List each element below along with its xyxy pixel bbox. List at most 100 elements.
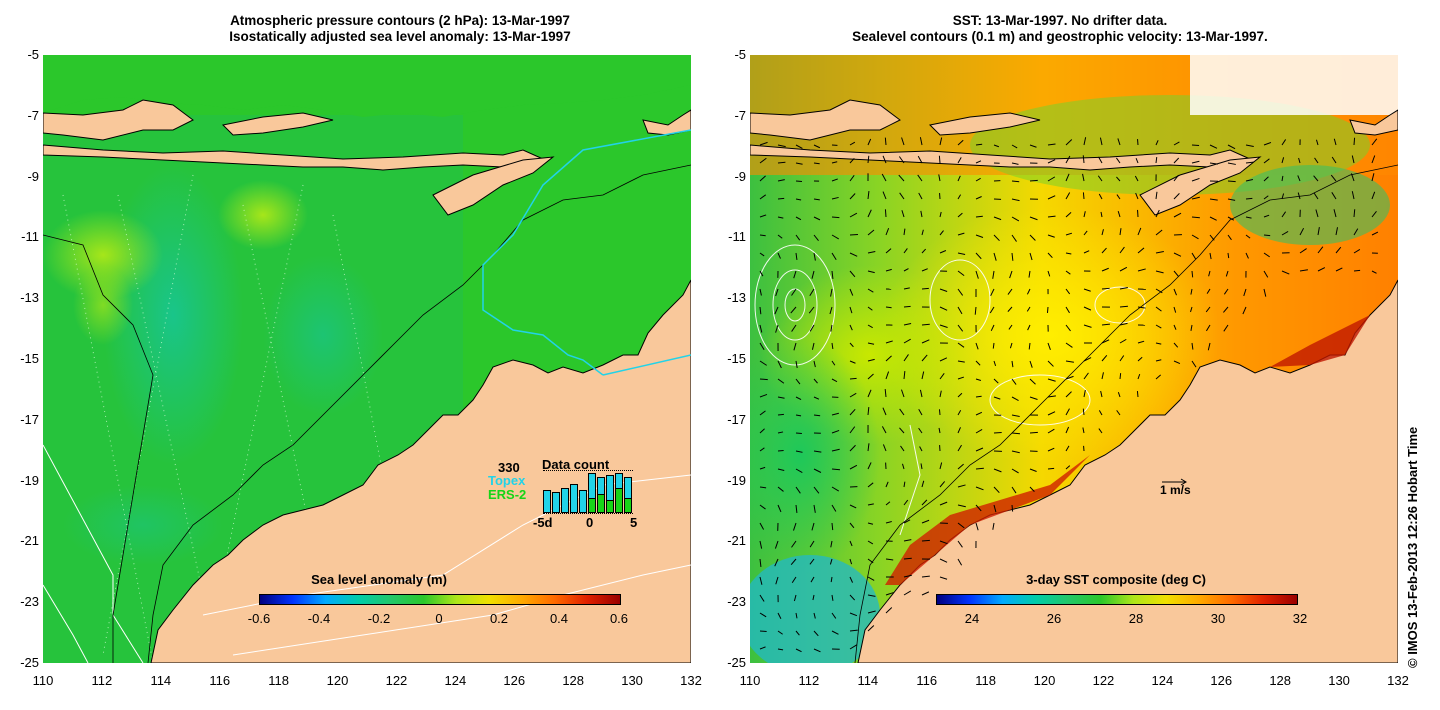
lon-label-120: 120 <box>326 673 349 688</box>
velocity-arrow <box>791 540 797 548</box>
velocity-arrow <box>938 174 941 182</box>
velocity-arrow <box>1227 162 1236 165</box>
velocity-arrow <box>1299 248 1307 254</box>
velocity-arrow <box>884 388 887 398</box>
velocity-arrow <box>1065 324 1071 332</box>
velocity-arrow <box>921 339 930 344</box>
velocity-arrow <box>903 557 912 560</box>
ers2-count-bar <box>606 500 614 513</box>
velocity-arrow <box>867 191 870 200</box>
velocity-arrow <box>1083 324 1092 328</box>
velocity-arrow <box>1137 356 1143 362</box>
topex-count-bar <box>561 487 569 513</box>
velocity-arrow <box>1099 137 1103 146</box>
velocity-arrow <box>813 234 819 241</box>
velocity-arrow <box>849 377 857 380</box>
velocity-arrow <box>957 324 964 332</box>
velocity-arrow <box>903 268 909 272</box>
lon-label-122: 122 <box>1092 673 1115 688</box>
velocity-arrow <box>899 427 905 434</box>
velocity-arrow <box>1011 198 1020 202</box>
velocity-arrow <box>882 444 887 452</box>
velocity-arrow <box>777 161 786 164</box>
velocity-arrow <box>1173 193 1180 200</box>
velocity-arrow <box>921 480 925 488</box>
velocity-arrow <box>1029 468 1037 472</box>
velocity-arrow <box>1047 395 1056 398</box>
velocity-arrow <box>1225 270 1229 277</box>
velocity-arrow <box>1243 288 1247 297</box>
lon-label-130: 130 <box>1328 673 1350 688</box>
velocity-arrow <box>1209 198 1218 201</box>
velocity-arrow <box>885 355 892 362</box>
lat-label-neg19: -19 <box>20 472 39 488</box>
velocity-arrow <box>1083 288 1091 292</box>
velocity-arrow <box>777 378 785 384</box>
velocity-arrow <box>1047 215 1056 218</box>
velocity-arrow <box>849 324 853 331</box>
sea-level-map-canvas <box>43 55 691 663</box>
velocity-arrow <box>867 522 874 525</box>
velocity-arrow <box>812 594 815 601</box>
velocity-arrow <box>885 501 891 506</box>
velocity-arrow <box>899 408 905 416</box>
velocity-arrow <box>867 138 872 146</box>
velocity-arrow <box>1101 229 1104 236</box>
velocity-arrow <box>975 411 983 416</box>
velocity-arrow <box>1155 342 1162 345</box>
velocity-arrow <box>885 607 893 614</box>
velocity-arrow <box>867 155 870 164</box>
velocity-arrow <box>1083 357 1092 362</box>
ers2-legend-label: ERS-2 <box>488 487 527 502</box>
lat-label-neg15: -15 <box>20 351 39 366</box>
velocity-arrow <box>1065 426 1070 434</box>
velocity-arrow <box>1155 140 1159 146</box>
velocity-arrow <box>903 481 906 488</box>
velocity-arrow <box>1137 340 1145 344</box>
velocity-arrow <box>993 378 999 384</box>
velocity-arrow <box>903 539 912 542</box>
velocity-arrow <box>881 173 887 182</box>
velocity-arrow <box>793 594 797 602</box>
velocity-arrow <box>775 288 779 297</box>
velocity-arrow <box>849 175 855 182</box>
velocity-arrow <box>1011 360 1014 368</box>
velocity-arrow <box>882 155 887 164</box>
data-count-max: 330 <box>498 460 520 475</box>
velocity-arrow <box>830 324 833 332</box>
velocity-arrow <box>903 338 911 344</box>
velocity-arrow <box>849 558 853 565</box>
velocity-arrow <box>759 214 767 218</box>
velocity-arrow <box>777 179 785 182</box>
velocity-arrow <box>1281 175 1284 182</box>
velocity-arrow <box>1027 324 1031 331</box>
velocity-arrow <box>810 576 815 583</box>
velocity-arrow <box>1101 355 1108 362</box>
velocity-arrow <box>1082 408 1085 416</box>
velocity-arrow <box>1191 234 1199 240</box>
velocity-arrow <box>849 252 858 257</box>
topex-count-bar <box>552 492 560 513</box>
velocity-arrow <box>1101 247 1107 254</box>
velocity-arrow <box>1029 252 1033 261</box>
velocity-arrow <box>975 160 982 164</box>
velocity-arrow <box>775 324 779 333</box>
velocity-arrow <box>791 288 797 296</box>
velocity-arrow <box>939 501 948 506</box>
velocity-arrow <box>1297 175 1301 182</box>
sst-map: 1 m/s 3-day SST composite (deg C) 24 26 28… <box>750 55 1398 663</box>
velocity-arrow <box>939 306 948 311</box>
left-map-title: Atmospheric pressure contours (2 hPa): 1… <box>100 13 700 45</box>
velocity-arrow <box>811 270 815 279</box>
velocity-arrow <box>1011 450 1020 454</box>
velocity-arrow <box>885 521 892 524</box>
velocity-arrow <box>793 342 797 351</box>
velocity-arrow <box>791 324 797 332</box>
lon-label-114: 114 <box>150 673 172 688</box>
colorbar-tick: 24 <box>964 611 980 626</box>
velocity-arrow <box>774 558 779 567</box>
velocity-arrow <box>813 486 820 494</box>
velocity-arrow <box>885 268 892 272</box>
velocity-arrow <box>1191 177 1200 182</box>
velocity-arrow <box>1155 250 1164 254</box>
